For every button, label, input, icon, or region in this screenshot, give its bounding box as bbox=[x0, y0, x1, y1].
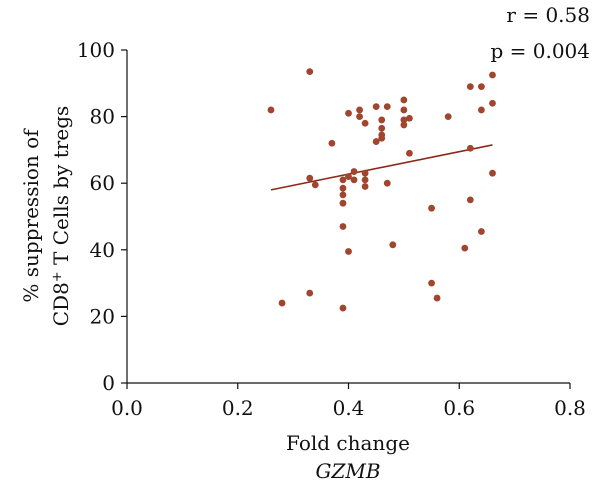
r-value-annotation: r = 0.58 bbox=[506, 3, 590, 27]
x-ticks: 0.0 0.2 0.4 0.6 0.8 bbox=[111, 383, 586, 420]
data-point bbox=[267, 106, 275, 114]
data-point bbox=[361, 183, 369, 190]
data-point bbox=[306, 68, 314, 76]
data-point bbox=[378, 116, 386, 124]
data-point bbox=[406, 114, 413, 122]
data-point bbox=[428, 204, 435, 212]
regression-line bbox=[270, 144, 493, 191]
data-point bbox=[361, 119, 369, 127]
data-point bbox=[406, 149, 413, 157]
data-point bbox=[389, 241, 397, 249]
data-point bbox=[345, 173, 352, 180]
data-point bbox=[444, 113, 452, 120]
y-tick-label: 0 bbox=[102, 371, 115, 395]
data-point bbox=[339, 184, 347, 192]
p-value-annotation: p = 0.004 bbox=[490, 39, 590, 63]
data-point bbox=[400, 121, 408, 129]
data-point bbox=[466, 83, 474, 91]
x-tick-label: 0.4 bbox=[333, 396, 365, 420]
data-point bbox=[311, 181, 319, 189]
data-point bbox=[428, 279, 435, 287]
data-point bbox=[478, 83, 485, 91]
data-point bbox=[350, 168, 358, 175]
data-point bbox=[400, 106, 408, 114]
data-point bbox=[306, 174, 314, 182]
y-ticks: 0 20 40 60 80 100 bbox=[77, 38, 127, 395]
y-axis-label-line1: % suppression of bbox=[19, 128, 43, 303]
y-tick-label: 20 bbox=[90, 304, 115, 328]
data-point bbox=[328, 139, 336, 147]
data-point bbox=[378, 134, 386, 142]
data-point bbox=[361, 169, 369, 177]
data-point bbox=[400, 96, 408, 104]
data-point bbox=[356, 113, 363, 120]
data-points bbox=[267, 68, 496, 312]
data-point bbox=[383, 103, 391, 111]
data-point bbox=[345, 109, 352, 117]
y-tick-label: 40 bbox=[90, 238, 115, 262]
y-tick-label: 80 bbox=[90, 105, 115, 129]
x-tick-label: 0.0 bbox=[111, 396, 143, 420]
data-point bbox=[339, 176, 347, 184]
data-point bbox=[339, 191, 347, 199]
x-tick-label: 0.2 bbox=[222, 396, 254, 420]
data-point bbox=[361, 176, 369, 184]
data-point bbox=[478, 106, 485, 114]
data-point bbox=[466, 144, 474, 152]
data-point bbox=[489, 71, 496, 79]
data-point bbox=[478, 228, 485, 235]
data-point bbox=[339, 304, 347, 312]
x-axis-label: Fold change bbox=[286, 431, 410, 455]
y-tick-label: 100 bbox=[77, 38, 115, 62]
x-tick-label: 0.6 bbox=[443, 396, 475, 420]
data-point bbox=[356, 106, 363, 114]
data-point bbox=[378, 124, 386, 132]
data-point bbox=[433, 294, 441, 302]
y-tick-label: 60 bbox=[90, 171, 115, 195]
data-point bbox=[461, 244, 469, 252]
data-point bbox=[466, 196, 474, 204]
data-point bbox=[306, 289, 314, 297]
data-point bbox=[345, 248, 352, 255]
x-tick-label: 0.8 bbox=[554, 396, 586, 420]
data-point bbox=[278, 299, 286, 307]
data-point bbox=[339, 199, 347, 207]
x-axis-sublabel: GZMB bbox=[315, 459, 380, 483]
data-point bbox=[400, 116, 408, 124]
data-point bbox=[383, 179, 391, 187]
data-point bbox=[489, 169, 496, 177]
y-axis-label-line2: CD8+ T Cells by tregs bbox=[49, 106, 73, 327]
data-point bbox=[489, 99, 496, 107]
data-point bbox=[372, 138, 380, 145]
data-point bbox=[339, 223, 347, 230]
data-point bbox=[350, 176, 358, 184]
data-point bbox=[372, 103, 380, 111]
